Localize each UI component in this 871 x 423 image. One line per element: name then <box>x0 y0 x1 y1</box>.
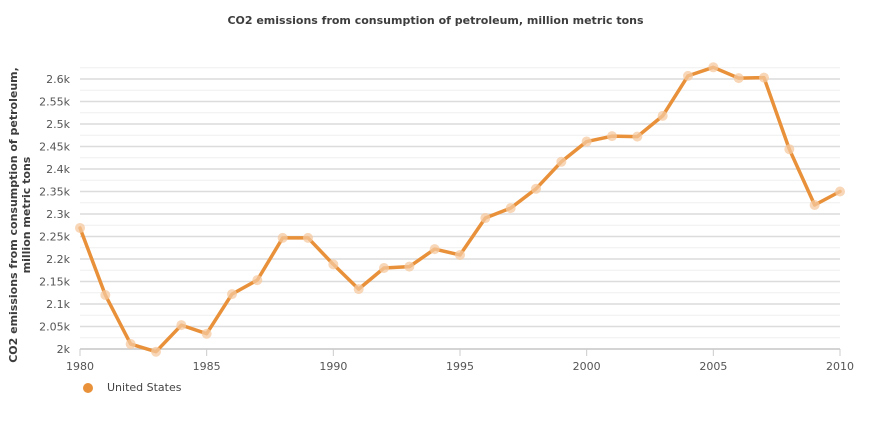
data-point[interactable] <box>505 203 516 214</box>
y-tick-label: 2.5k <box>46 118 70 131</box>
y-tick-label: 2.45k <box>39 141 70 154</box>
x-tick-label: 1985 <box>193 360 221 373</box>
x-tick-label: 2005 <box>699 360 727 373</box>
x-tick-label: 1995 <box>446 360 474 373</box>
legend-label: United States <box>107 381 182 394</box>
y-tick-label: 2.15k <box>39 276 70 289</box>
data-point[interactable] <box>759 72 769 83</box>
y-axis-label-line-1: CO2 emissions from consumption of petrol… <box>7 67 20 363</box>
data-point[interactable] <box>632 131 643 142</box>
y-tick-label: 2.4k <box>46 163 70 176</box>
series-group <box>75 62 845 357</box>
x-tick-label: 1980 <box>66 360 94 373</box>
y-tick-label: 2.05k <box>39 321 70 334</box>
data-point[interactable] <box>75 222 85 233</box>
legend-marker-icon <box>83 382 93 393</box>
grid-lines <box>80 67 840 350</box>
data-point[interactable] <box>480 213 491 224</box>
y-tick-label: 2k <box>57 343 71 356</box>
y-tick-label: 2.1k <box>46 298 70 311</box>
data-point[interactable] <box>100 290 111 300</box>
data-point[interactable] <box>201 328 212 339</box>
x-axis-ticks: 1980 1985 1990 1995 2000 2005 2010 <box>66 348 854 373</box>
data-point[interactable] <box>531 183 541 194</box>
data-point[interactable] <box>809 200 820 210</box>
chart-title: CO2 emissions from consumption of petrol… <box>227 14 644 27</box>
data-point[interactable] <box>379 263 389 273</box>
data-point[interactable] <box>151 346 161 357</box>
y-tick-label: 2.2k <box>46 253 70 266</box>
data-point[interactable] <box>404 261 415 272</box>
data-point[interactable] <box>581 136 592 147</box>
data-point[interactable] <box>277 232 288 243</box>
data-point[interactable] <box>227 289 237 300</box>
data-point[interactable] <box>683 70 693 81</box>
data-point[interactable] <box>429 244 440 255</box>
x-tick-label: 1990 <box>319 360 347 373</box>
y-tick-label: 2.35k <box>39 186 70 199</box>
data-point[interactable] <box>784 144 795 155</box>
data-point[interactable] <box>657 110 668 121</box>
x-tick-label: 2010 <box>826 360 854 373</box>
y-tick-label: 2.3k <box>46 208 70 221</box>
series-line <box>78 65 842 354</box>
data-point[interactable] <box>708 62 719 73</box>
data-point[interactable] <box>176 320 187 331</box>
data-point[interactable] <box>328 259 339 270</box>
data-point[interactable] <box>835 186 845 197</box>
data-point[interactable] <box>607 131 617 142</box>
y-axis-label: CO2 emissions from consumption of petrol… <box>7 67 33 363</box>
y-axis-label-line-2: million metric tons <box>20 156 33 273</box>
data-point[interactable] <box>733 73 744 84</box>
y-axis-ticks: 2k 2.05k 2.1k 2.15k 2.2k 2.25k 2.3k 2.35k 2.4k 2.… <box>39 73 70 356</box>
y-tick-label: 2.55k <box>39 96 70 109</box>
data-point[interactable] <box>125 339 136 350</box>
legend[interactable]: United States <box>83 381 182 394</box>
y-tick-label: 2.6k <box>46 73 70 86</box>
data-point[interactable] <box>455 249 465 260</box>
x-tick-label: 2000 <box>573 360 601 373</box>
data-point[interactable] <box>353 284 364 295</box>
y-tick-label: 2.25k <box>39 231 70 244</box>
data-point[interactable] <box>252 275 263 286</box>
data-point[interactable] <box>556 156 567 167</box>
data-point[interactable] <box>303 232 313 243</box>
